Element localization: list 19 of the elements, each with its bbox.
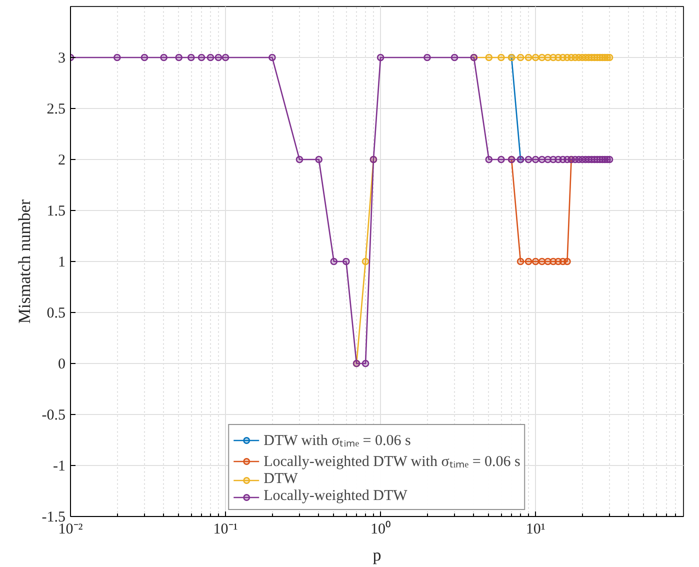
y-tick-label: 2 xyxy=(58,152,66,168)
y-tick-label: 1.5 xyxy=(46,204,66,220)
x-tick-label: 10⁻² xyxy=(58,522,84,538)
y-tick-label: 1 xyxy=(58,254,66,270)
legend-label: Locally-weighted DTW xyxy=(264,488,408,505)
y-tick-label: -0.5 xyxy=(42,408,66,424)
legend-label: DTW xyxy=(264,471,298,488)
x-tick-label: 10⁻¹ xyxy=(213,522,238,538)
x-tick-label: 10¹ xyxy=(526,522,546,538)
y-tick-label: 2.5 xyxy=(46,102,66,118)
y-tick-label: 0.5 xyxy=(46,306,66,322)
y-axis-title: Mismatch number xyxy=(14,199,34,324)
x-axis-title: p xyxy=(372,546,382,564)
legend-label: DTW with σₜᵢₘₑ = 0.06 s xyxy=(264,432,411,450)
x-tick-label: 10⁰ xyxy=(370,520,391,538)
y-tick-label: 0 xyxy=(58,356,66,372)
y-tick-label: -1 xyxy=(53,458,66,474)
y-tick-label: 3 xyxy=(58,50,66,66)
legend-label: Locally-weighted DTW with σₜᵢₘₑ = 0.06 s xyxy=(264,453,520,471)
